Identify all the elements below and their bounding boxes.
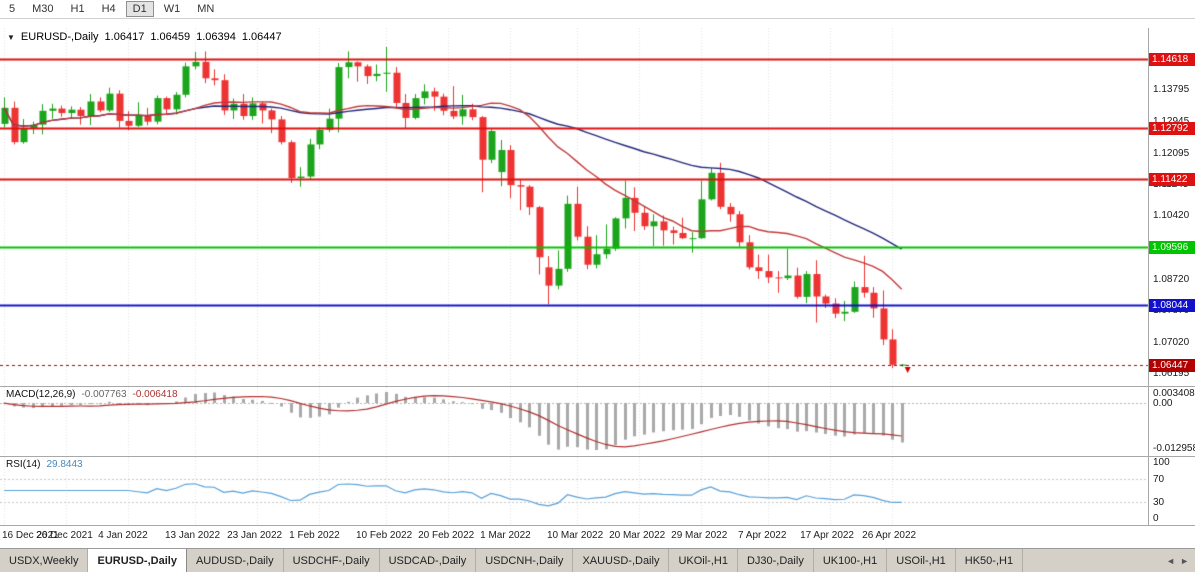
quote-open: 1.06417 bbox=[104, 31, 145, 43]
quote-low: 1.06394 bbox=[196, 31, 236, 43]
time-axis-label: 17 Apr 2022 bbox=[800, 530, 854, 541]
price-axis-badge: 1.14618 bbox=[1149, 53, 1195, 67]
timeframe-button-d1[interactable]: D1 bbox=[125, 1, 154, 17]
time-axis[interactable]: 16 Dec 2021 26 Dec 2021 4 Jan 2022 13 Jan 2… bbox=[0, 526, 1195, 548]
price-axis-tick: 1.07020 bbox=[1153, 337, 1190, 349]
rsi-scale[interactable]: 100 70 30 0 bbox=[1149, 457, 1195, 525]
price-axis-tick: 1.12945 bbox=[1153, 116, 1189, 128]
quote-close: 1.06447 bbox=[241, 31, 282, 43]
chart-tab-xauusd-daily[interactable]: XAUUSD-,Daily bbox=[573, 549, 670, 572]
timeframe-button-5[interactable]: 5 bbox=[9, 3, 16, 15]
chart-tab-dj30-daily[interactable]: DJ30-,Daily bbox=[738, 549, 814, 572]
tab-scroll-right-icon[interactable]: ► bbox=[1180, 555, 1189, 566]
time-axis-label: 26 Apr 2022 bbox=[862, 530, 917, 541]
chart-tab-audusd-daily[interactable]: AUDUSD-,Daily bbox=[187, 549, 284, 572]
chart-tab-hk50-h1[interactable]: HK50-,H1 bbox=[956, 549, 1024, 572]
price-scale-border bbox=[1148, 28, 1149, 525]
macd-axis-tick: 0.003408 bbox=[1153, 388, 1195, 399]
time-axis-label: 20 Feb 2022 bbox=[418, 530, 475, 541]
rsi-indicator-name: RSI(14) bbox=[6, 459, 41, 470]
time-axis-label: 1 Mar 2022 bbox=[480, 530, 531, 541]
chart-symbol-label: EURUSD-,Daily bbox=[20, 31, 99, 43]
chart-tab-usdx-weekly[interactable]: USDX,Weekly bbox=[0, 549, 89, 572]
time-axis-label: 7 Apr 2022 bbox=[738, 530, 787, 541]
chart-tab-bar: USDX,Weekly EURUSD-,Daily AUDUSD-,Daily USD… bbox=[0, 548, 1195, 572]
timeframe-button-mn[interactable]: MN bbox=[197, 3, 215, 15]
price-axis-tick: 1.12095 bbox=[1153, 147, 1190, 159]
chart-tab-usoil-h1[interactable]: USOil-,H1 bbox=[887, 549, 956, 572]
macd-canvas[interactable] bbox=[0, 387, 1195, 456]
chart-tab-ukoil-h1[interactable]: UKOil-,H1 bbox=[669, 549, 738, 572]
macd-main-value: -0.007763 bbox=[81, 389, 127, 400]
macd-scale[interactable]: 0.003408 0.00 -0.012958 bbox=[1149, 387, 1195, 456]
time-axis-label: 20 Mar 2022 bbox=[609, 530, 666, 541]
time-axis-label: 1 Feb 2022 bbox=[289, 530, 340, 541]
timeframe-toolbar: 5 M30 H1 H4 D1 W1 MN bbox=[0, 0, 1195, 19]
time-axis-label: 23 Jan 2022 bbox=[227, 530, 283, 541]
price-axis-tick: 1.10420 bbox=[1153, 210, 1190, 222]
price-axis-tick: 1.06195 bbox=[1153, 367, 1190, 379]
rsi-axis-tick: 30 bbox=[1153, 496, 1165, 508]
chart-header: ▼ EURUSD-,Daily 1.06417 1.06459 1.06394 … bbox=[7, 31, 282, 43]
chart-tab-usdcnh-daily[interactable]: USDCNH-,Daily bbox=[476, 549, 574, 572]
panel-divider[interactable] bbox=[0, 456, 1195, 457]
price-axis-tick: 1.08720 bbox=[1153, 273, 1190, 285]
macd-axis-tick: -0.012958 bbox=[1153, 443, 1195, 454]
price-chart-canvas[interactable] bbox=[0, 28, 1195, 386]
time-axis-label: 29 Mar 2022 bbox=[671, 530, 728, 541]
tab-scroll-arrows: ◄ ► bbox=[1160, 549, 1195, 572]
rsi-axis-tick: 0 bbox=[1153, 513, 1159, 524]
time-axis-label: 13 Jan 2022 bbox=[165, 530, 221, 541]
price-axis-badge: 1.09596 bbox=[1149, 240, 1195, 254]
rsi-canvas[interactable] bbox=[0, 457, 1195, 525]
chart-dropdown-icon[interactable]: ▼ bbox=[7, 33, 15, 42]
macd-signal-value: -0.006418 bbox=[132, 389, 178, 400]
price-axis-badge: 1.08044 bbox=[1149, 298, 1195, 312]
bid-price-badge: 1.06447 bbox=[1149, 358, 1195, 372]
timeframe-button-h4[interactable]: H4 bbox=[101, 3, 116, 15]
macd-axis-tick: 0.00 bbox=[1153, 398, 1173, 410]
time-axis-label: 26 Dec 2021 bbox=[36, 530, 93, 541]
rsi-axis-tick: 70 bbox=[1153, 474, 1165, 486]
rsi-axis-tick: 100 bbox=[1153, 457, 1170, 468]
panel-divider[interactable] bbox=[0, 386, 1195, 387]
time-axis-label: 4 Jan 2022 bbox=[98, 530, 148, 541]
timeframe-button-m30[interactable]: M30 bbox=[32, 3, 54, 15]
price-chart-panel: ▼ EURUSD-,Daily 1.06417 1.06459 1.06394 … bbox=[0, 28, 1195, 386]
chart-tab-usdcad-daily[interactable]: USDCAD-,Daily bbox=[380, 549, 477, 572]
macd-panel: MACD(12,26,9) -0.007763 -0.006418 0.0034… bbox=[0, 387, 1195, 456]
rsi-label: RSI(14) 29.8443 bbox=[6, 459, 83, 470]
chart-tab-uk100-h1[interactable]: UK100-,H1 bbox=[814, 549, 888, 572]
chart-tab-usdchf-daily[interactable]: USDCHF-,Daily bbox=[284, 549, 380, 572]
panel-divider[interactable] bbox=[0, 525, 1195, 526]
chart-tab-eurusd-daily[interactable]: EURUSD-,Daily bbox=[88, 549, 187, 572]
macd-indicator-name: MACD(12,26,9) bbox=[6, 389, 76, 400]
macd-label: MACD(12,26,9) -0.007763 -0.006418 bbox=[6, 389, 178, 400]
timeframe-button-w1[interactable]: W1 bbox=[163, 3, 181, 15]
quote-high: 1.06459 bbox=[150, 31, 191, 43]
price-scale[interactable]: 1.137951.129451.120951.112451.104201.095… bbox=[1149, 28, 1195, 386]
tab-scroll-left-icon[interactable]: ◄ bbox=[1166, 555, 1176, 566]
price-axis-tick: 1.13795 bbox=[1153, 84, 1190, 96]
timeframe-button-h1[interactable]: H1 bbox=[70, 3, 85, 15]
rsi-panel: RSI(14) 29.8443 100 70 30 0 bbox=[0, 457, 1195, 525]
time-axis-label: 10 Feb 2022 bbox=[356, 530, 413, 541]
price-axis-badge: 1.12792 bbox=[1149, 121, 1195, 135]
rsi-value: 29.8443 bbox=[46, 459, 83, 470]
time-axis-label: 16 Dec 2021 bbox=[2, 530, 59, 541]
time-axis-label: 10 Mar 2022 bbox=[547, 530, 604, 541]
price-axis-badge: 1.11422 bbox=[1149, 172, 1195, 186]
